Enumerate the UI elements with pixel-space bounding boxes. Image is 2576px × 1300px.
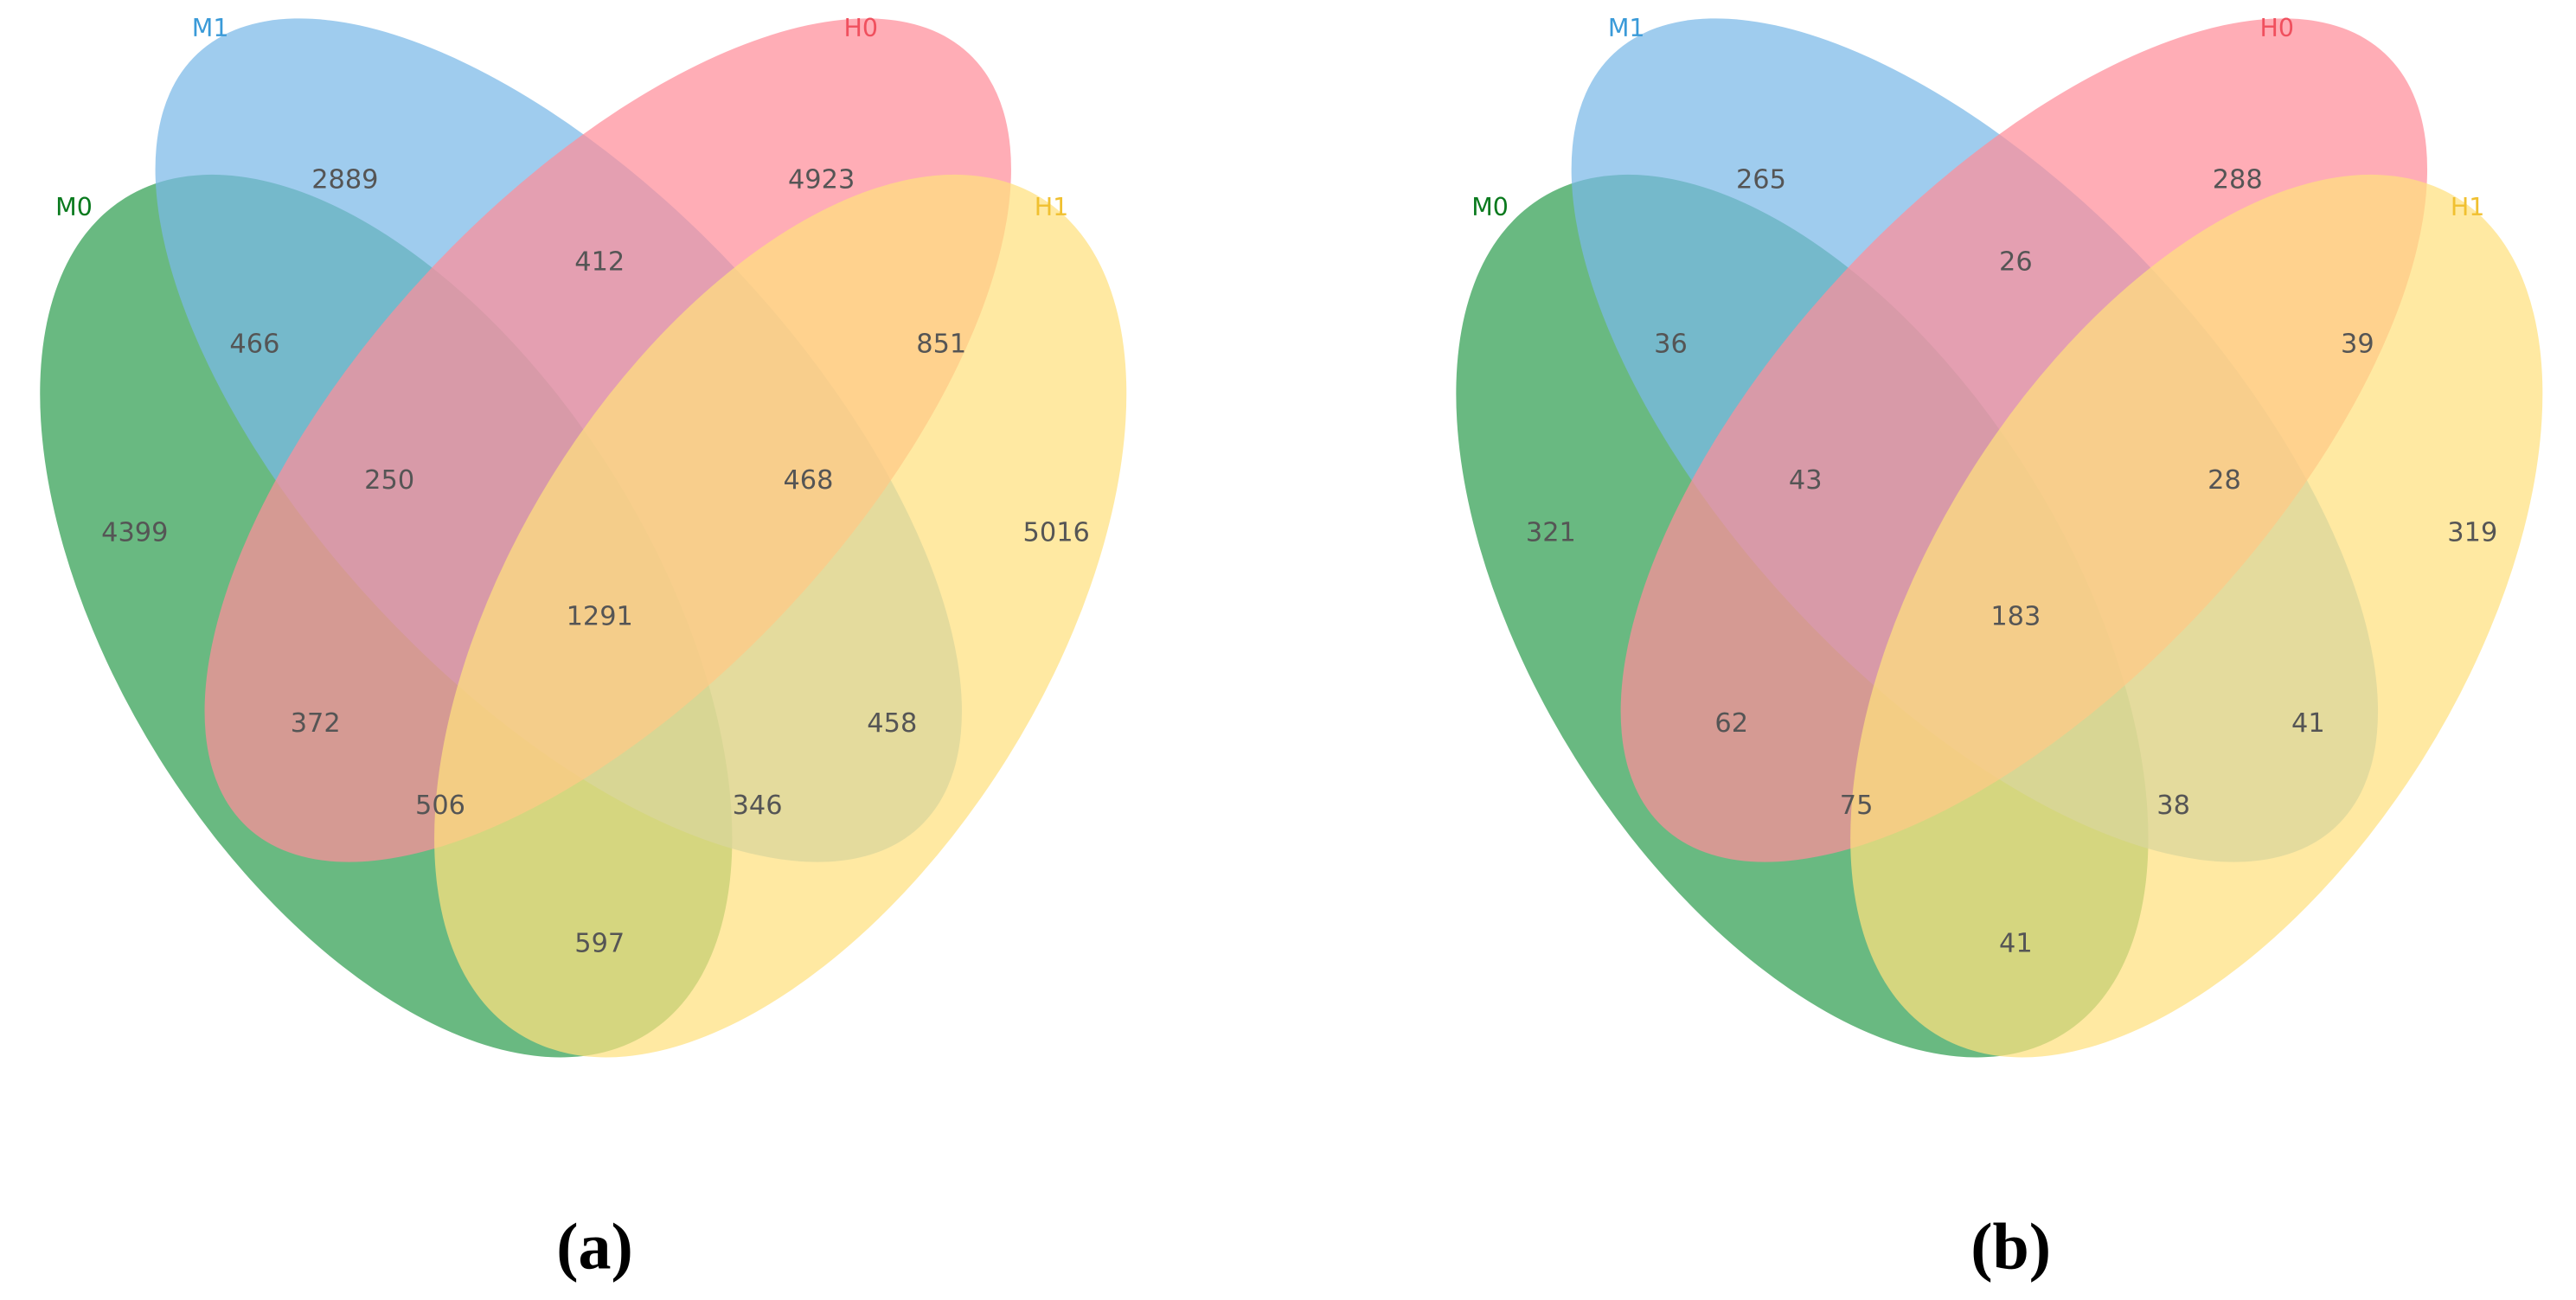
region-count: 41: [2291, 708, 2325, 739]
region-count: 458: [867, 708, 917, 739]
region-count: 346: [733, 791, 783, 821]
venn-panel: M0 M1 H0 H1 2889 4923 466 412 851 4399 250 468 5016 1…: [40, 14, 1127, 1284]
set-label: M0: [55, 193, 93, 221]
region-count: 26: [1999, 247, 2033, 277]
set-label: H1: [1035, 193, 1069, 221]
region-count: 288: [2213, 164, 2263, 195]
set-label: M1: [192, 14, 229, 42]
region-count: 321: [1526, 518, 1576, 548]
region-count: 43: [1789, 465, 1823, 496]
set-label: H0: [2260, 14, 2295, 42]
region-count: 36: [1654, 329, 1688, 359]
region-count: 250: [364, 465, 414, 496]
region-count: 62: [1714, 708, 1748, 739]
set-ellipse: [1850, 174, 2543, 1058]
region-count: 39: [2341, 329, 2374, 359]
region-count: 851: [916, 329, 966, 359]
region-count: 5016: [1023, 518, 1090, 548]
region-count: 468: [783, 465, 833, 496]
set-label: M0: [1471, 193, 1509, 221]
caption: (a): [556, 1211, 633, 1284]
set-label: H0: [843, 14, 878, 42]
region-count: 372: [291, 708, 341, 739]
region-count: 597: [574, 929, 625, 959]
region-count: 412: [574, 247, 625, 277]
region-count: 75: [1840, 791, 1874, 821]
region-count: 506: [415, 791, 465, 821]
region-count: 265: [1736, 164, 1786, 195]
region-count: 4399: [101, 518, 168, 548]
region-count: 319: [2447, 518, 2497, 548]
region-count: 4923: [788, 164, 855, 195]
region-count: 1291: [567, 602, 633, 632]
set-ellipse: [434, 174, 1127, 1058]
caption: (b): [1970, 1211, 2051, 1284]
set-label: M1: [1608, 14, 1645, 42]
region-count: 183: [1990, 602, 2041, 632]
set-label: H1: [2451, 193, 2485, 221]
region-count: 2889: [311, 164, 378, 195]
region-count: 466: [229, 329, 279, 359]
region-count: 38: [2156, 791, 2190, 821]
region-count: 28: [2208, 465, 2241, 496]
region-count: 41: [1999, 929, 2033, 959]
venn-panel: M0 M1 H0 H1 265 288 36 26 39 321 43 28 319 183 62 41 75 3…: [1456, 14, 2543, 1284]
